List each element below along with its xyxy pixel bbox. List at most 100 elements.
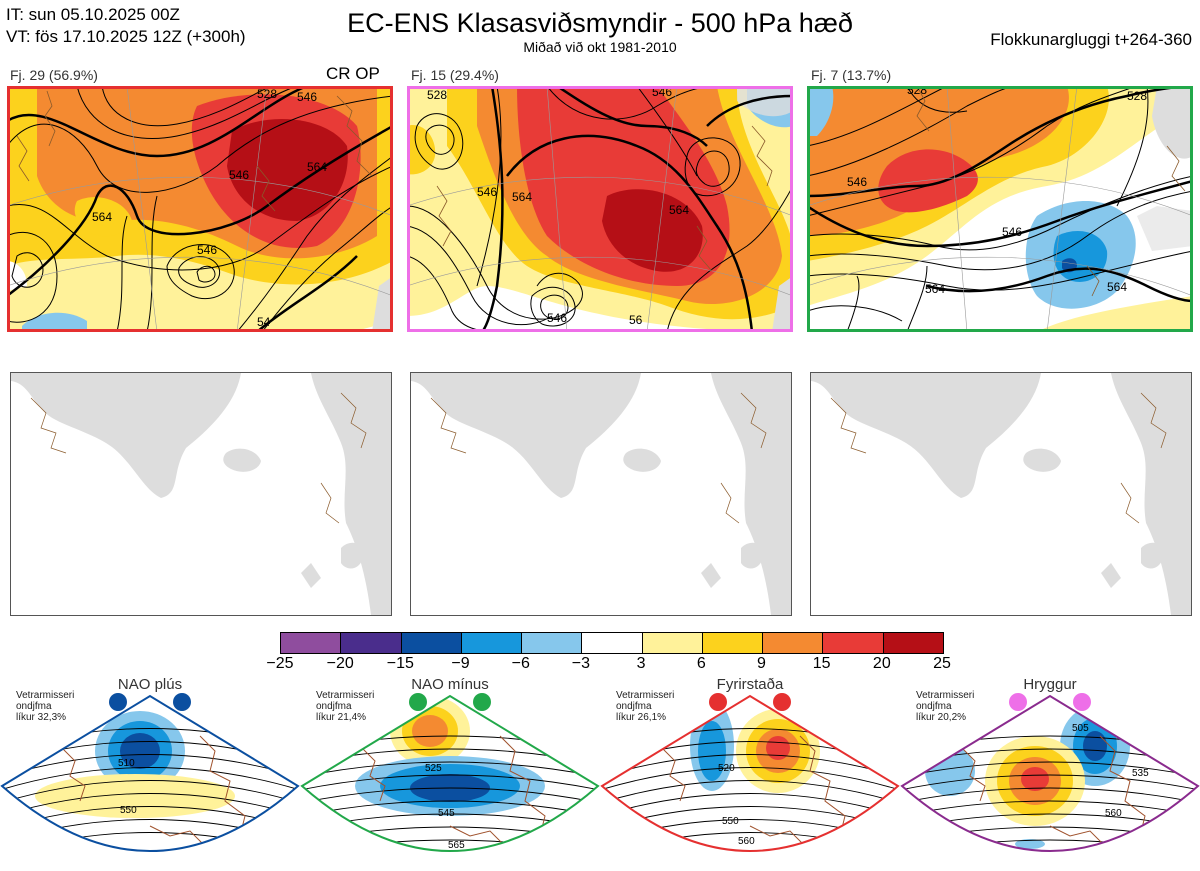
colorbar	[280, 632, 944, 654]
regime-contour-label: 550	[120, 805, 137, 816]
contour-label: 564	[669, 203, 689, 217]
cluster-map-1-border	[7, 86, 393, 332]
regime-contour-label: 560	[738, 836, 755, 847]
regime-note-line: Vetrarmisseri	[16, 690, 75, 701]
cluster-map-1: 546 564 546 528 546 564 54	[7, 86, 393, 332]
contour-label: 546	[477, 185, 497, 199]
height-contour	[302, 800, 598, 817]
regime-note: Vetrarmisseri ondjfma líkur 26,1%	[616, 690, 674, 723]
regime-map: 525 545 565 NAO mínus Vetrarmisseri ondjfma lí…	[300, 676, 600, 871]
regime-fan: 520 550 560	[600, 693, 900, 852]
colorbar-tick-label: −3	[571, 655, 591, 672]
anomaly-blob	[1083, 731, 1107, 761]
colorbar-tick-label: 9	[757, 655, 766, 672]
contour-label: 564	[925, 282, 945, 296]
contour-label: 546	[1002, 225, 1022, 239]
initial-time: IT: sun 05.10.2025 00Z	[6, 5, 180, 24]
anomaly-blob	[412, 715, 448, 747]
colorbar-swatch	[823, 633, 884, 653]
regime-contour-label: 550	[722, 816, 739, 827]
regime-marker-dot	[1009, 693, 1027, 711]
panel-1-op-label: CR OP	[326, 64, 380, 83]
regime-title: NAO mínus	[411, 676, 489, 693]
colorbar-tick-label: −15	[386, 655, 414, 672]
cluster-map-2: 528 546 564 546 564 546 56	[407, 86, 793, 332]
page-subtitle: Miðað við okt 1981-2010	[523, 39, 677, 55]
classification-window: Flokkunargluggi t+264-360	[990, 30, 1192, 49]
contour-label: 54	[257, 315, 271, 329]
coastline	[959, 735, 1146, 847]
contour-label: 546	[847, 175, 867, 189]
regime-fan-outline	[600, 694, 900, 852]
colorbar-tick-label: 25	[933, 655, 951, 672]
colorbar-tick-label: 3	[636, 655, 646, 672]
regime-contour-label: 525	[425, 763, 442, 774]
regime-contour-label: 535	[1132, 768, 1149, 779]
height-contour	[602, 767, 898, 791]
height-contour	[302, 774, 598, 791]
panel-2-label: Fj. 15 (29.4%)	[411, 67, 499, 83]
header-info: IT: sun 05.10.2025 00Z VT: fös 17.10.202…	[6, 4, 246, 48]
regime-fan: 525 545 565	[300, 693, 600, 852]
panel-3-label: Fj. 7 (13.7%)	[811, 67, 892, 83]
regime-contour-label: 505	[1072, 723, 1089, 734]
regime-note: Vetrarmisseri ondjfma líkur 21,4%	[316, 690, 374, 723]
colorbar-swatch	[461, 633, 523, 653]
height-contour	[602, 754, 898, 778]
colorbar-swatch	[702, 633, 764, 653]
colorbar-swatch	[763, 633, 824, 653]
base-map-1	[10, 372, 392, 616]
regime-map: 520 550 560 Fyrirstaða Vetrarmisseri ondjfma l…	[600, 676, 900, 871]
regime-fan-outline	[300, 694, 600, 852]
regime-contour-label: 510	[118, 758, 135, 769]
colorbar-swatch	[401, 633, 462, 653]
regime-note-line: ondjfma	[916, 701, 952, 712]
contour-label: 546	[652, 86, 672, 99]
regime-note-line: líkur 26,1%	[616, 712, 667, 723]
contour-label: 546	[297, 90, 317, 104]
regime-note: Vetrarmisseri ondjfma líkur 32,3%	[16, 690, 74, 723]
contour-label: 528	[257, 87, 277, 101]
contour-label: 528	[907, 86, 927, 97]
height-contour	[2, 754, 298, 778]
colorbar-tick-label: −6	[511, 655, 530, 672]
regime-title: Hryggur	[1023, 676, 1077, 693]
regime-fan: 510 550	[0, 693, 300, 852]
regime-contour-label: 565	[448, 840, 465, 851]
regime-note-line: líkur 21,4%	[316, 712, 367, 723]
panel-1-label: Fj. 29 (56.9%)	[10, 67, 98, 83]
regime-contour-label: 520	[718, 763, 735, 774]
contour-label: 564	[1107, 280, 1127, 294]
regime-title: NAO plús	[117, 676, 183, 693]
regime-note-line: Vetrarmisseri	[316, 690, 375, 701]
colorbar-swatch	[341, 633, 402, 653]
regime-note-line: líkur 20,2%	[916, 712, 967, 723]
height-contour	[2, 793, 298, 817]
regime-map: 505 535 560 Hryggur Vetrarmisseri ondjfma líku…	[900, 676, 1200, 871]
base-map-3	[810, 372, 1192, 616]
anomaly-blob	[766, 736, 790, 760]
anomaly-blob	[698, 721, 726, 781]
cluster-map-3-border	[807, 86, 1193, 332]
height-contour	[302, 787, 598, 804]
regime-note-line: ondjfma	[16, 701, 52, 712]
regime-note-line: líkur 32,3%	[16, 712, 67, 723]
colorbar-tick-label: −25	[266, 655, 294, 672]
regime-marker-dot	[1073, 693, 1091, 711]
colorbar-swatch	[642, 633, 703, 653]
regime-note-line: ondjfma	[316, 701, 352, 712]
coastline	[59, 735, 246, 847]
height-contour	[2, 780, 298, 804]
colorbar-swatch	[281, 633, 342, 653]
contour-label: 528	[1127, 89, 1147, 103]
regime-map: 510 550 NAO plús Vetrarmisseri ondjfma líkur …	[0, 676, 300, 871]
contour-label: 564	[92, 210, 112, 224]
regime-fan: 505 535 560	[900, 693, 1200, 852]
height-contour	[902, 761, 1198, 778]
regime-marker-dot	[773, 693, 791, 711]
colorbar-tick-label: −9	[451, 655, 470, 672]
cluster-map-2-border	[407, 86, 793, 332]
coastline	[659, 735, 846, 847]
regime-marker-dot	[709, 693, 727, 711]
page-title: EC-ENS Klasasviðsmyndir - 500 hPa hæð	[347, 8, 853, 38]
